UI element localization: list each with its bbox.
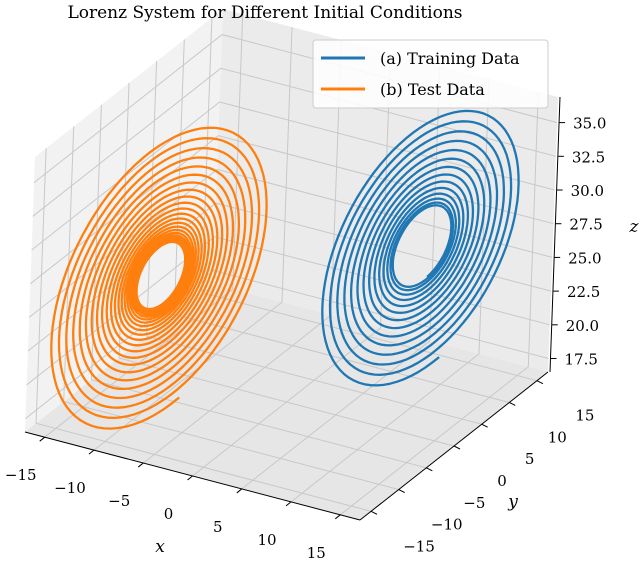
test-data-line [50, 126, 268, 430]
x-tick-label: 10 [257, 531, 276, 549]
z-axis-line [549, 96, 561, 373]
y-tick-label: 5 [525, 450, 535, 468]
y-tick-label: 0 [497, 472, 507, 490]
z-grid-line [32, 67, 556, 217]
y-axis-label: y [507, 492, 518, 512]
z-tick-label: 35.0 [573, 115, 606, 133]
y-tick-mark [453, 445, 461, 450]
legend: (a) Training Data (b) Test Data [312, 39, 549, 109]
z-tick-label: 30.0 [571, 182, 604, 200]
x-tick-mark [236, 488, 243, 494]
x-tick-mark [285, 501, 292, 507]
y-tick-mark [370, 510, 378, 515]
legend-label-test: (b) Test Data [380, 80, 485, 99]
legend-label-training: (a) Training Data [380, 49, 520, 68]
y-tick-label: −10 [431, 516, 463, 534]
x-grid-line [44, 14, 244, 438]
y-grid-line [146, 61, 482, 425]
x-tick-mark [88, 449, 95, 455]
x-grid-line [93, 27, 293, 451]
z-tick-label: 17.5 [564, 351, 597, 369]
x-tick-mark [187, 475, 193, 481]
y-tick-label: 15 [575, 407, 594, 425]
z-grid-line [26, 236, 550, 386]
x-grid-line [339, 91, 539, 516]
grid-lines [25, 14, 558, 516]
x-tick-mark [39, 436, 46, 442]
y-grid-line [173, 39, 510, 403]
y-tick-label: −15 [403, 537, 435, 555]
series-lines [50, 109, 520, 430]
chart-title: Lorenz System for Different Initial Cond… [67, 3, 462, 23]
x-tick-label: −10 [54, 479, 86, 497]
z-axis-label: z [629, 217, 640, 237]
x-tick-label: −5 [108, 492, 130, 510]
z-tick-label: 27.5 [569, 216, 602, 234]
training-data-line [321, 109, 520, 387]
x-grid-line [241, 65, 441, 490]
y-tick-mark [398, 489, 405, 493]
y-tick-label: 10 [548, 428, 567, 446]
x-tick-label: 0 [164, 505, 174, 523]
x-tick-label: −15 [5, 466, 37, 484]
x-tick-label: 15 [307, 544, 326, 562]
z-tick-label: 22.5 [567, 283, 600, 301]
y-tick-label: −5 [463, 494, 485, 512]
x-tick-mark [137, 462, 144, 468]
x-tick-label: 5 [213, 518, 223, 536]
x-tick-mark [334, 514, 341, 520]
y-grid-line [35, 148, 372, 512]
x-axis-label: x [155, 537, 165, 557]
y-tick-mark [509, 402, 516, 406]
y-tick-mark [536, 380, 544, 385]
y-tick-mark [426, 467, 433, 472]
z-tick-label: 20.0 [566, 317, 599, 335]
y-grid-line [90, 104, 427, 469]
x-grid-line [192, 52, 391, 477]
legend-frame [312, 39, 549, 109]
z-tick-label: 32.5 [572, 148, 605, 166]
z-tick-label: 25.0 [568, 249, 601, 267]
y-tick-mark [481, 423, 488, 428]
